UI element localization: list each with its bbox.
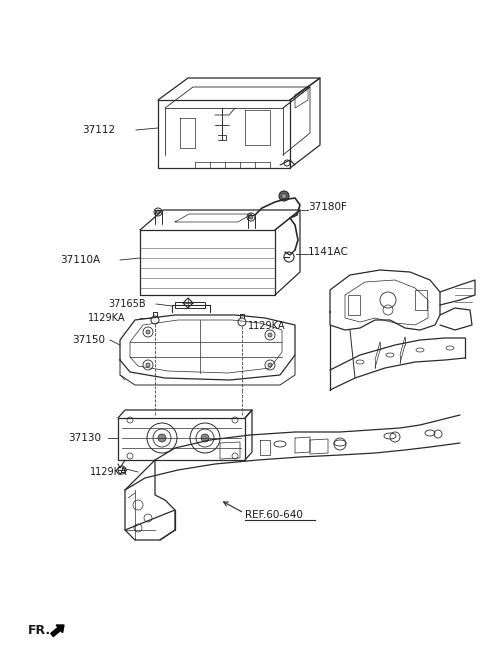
Bar — [415, 290, 427, 310]
Circle shape — [268, 363, 272, 367]
Circle shape — [268, 333, 272, 337]
Text: 37150: 37150 — [72, 335, 105, 345]
Text: 37180F: 37180F — [308, 202, 347, 212]
Text: 1129KA: 1129KA — [248, 321, 286, 331]
Circle shape — [201, 434, 209, 442]
Text: 37112: 37112 — [82, 125, 115, 135]
Text: 1129KA: 1129KA — [90, 467, 128, 477]
Text: FR.: FR. — [28, 624, 51, 637]
Circle shape — [146, 363, 150, 367]
Circle shape — [158, 434, 166, 442]
Text: 37165B: 37165B — [108, 299, 145, 309]
Text: 1129KA: 1129KA — [88, 313, 125, 323]
Bar — [348, 295, 360, 315]
Bar — [175, 302, 205, 308]
Circle shape — [279, 191, 289, 201]
Text: 37130: 37130 — [68, 433, 101, 443]
Circle shape — [281, 193, 287, 198]
Circle shape — [249, 215, 253, 219]
Circle shape — [156, 210, 160, 214]
Text: 37110A: 37110A — [60, 255, 100, 265]
Text: 1141AC: 1141AC — [308, 247, 349, 257]
Text: REF.60-640: REF.60-640 — [245, 510, 303, 520]
FancyArrow shape — [51, 625, 64, 637]
Circle shape — [146, 330, 150, 334]
